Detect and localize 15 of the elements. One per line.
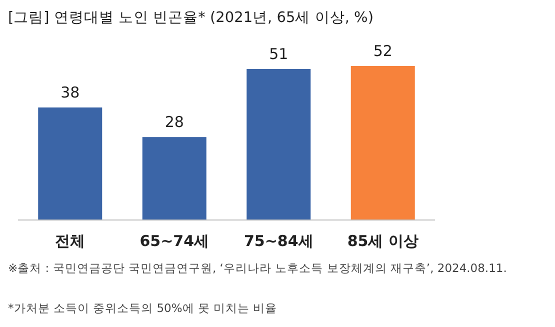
bar: [350, 66, 415, 220]
bar: [38, 107, 102, 220]
chart-title: [그림] 연령대별 노인 빈곤율* (2021년, 65세 이상, %): [8, 10, 374, 26]
data-label: 38: [60, 83, 80, 102]
bar: [246, 68, 311, 220]
bar: [142, 137, 206, 220]
x-tick-label: 65~74세: [140, 232, 210, 250]
x-tick-label: 85세 이상: [347, 232, 418, 250]
data-label: 28: [164, 113, 184, 132]
x-tick-label: 전체: [55, 232, 86, 250]
text: *가처분 소득이 중위소득의 50%에 못 미치는 비율: [8, 301, 278, 315]
text: ※출처 : 국민연금공단 국민연금연구원, ‘우리나라 노후소득 보장체계의 재구축’, 2024.08.11.: [8, 261, 507, 275]
x-tick-label: 75~84세: [244, 232, 314, 250]
data-label: 51: [269, 44, 288, 63]
data-label: 52: [373, 42, 392, 60]
